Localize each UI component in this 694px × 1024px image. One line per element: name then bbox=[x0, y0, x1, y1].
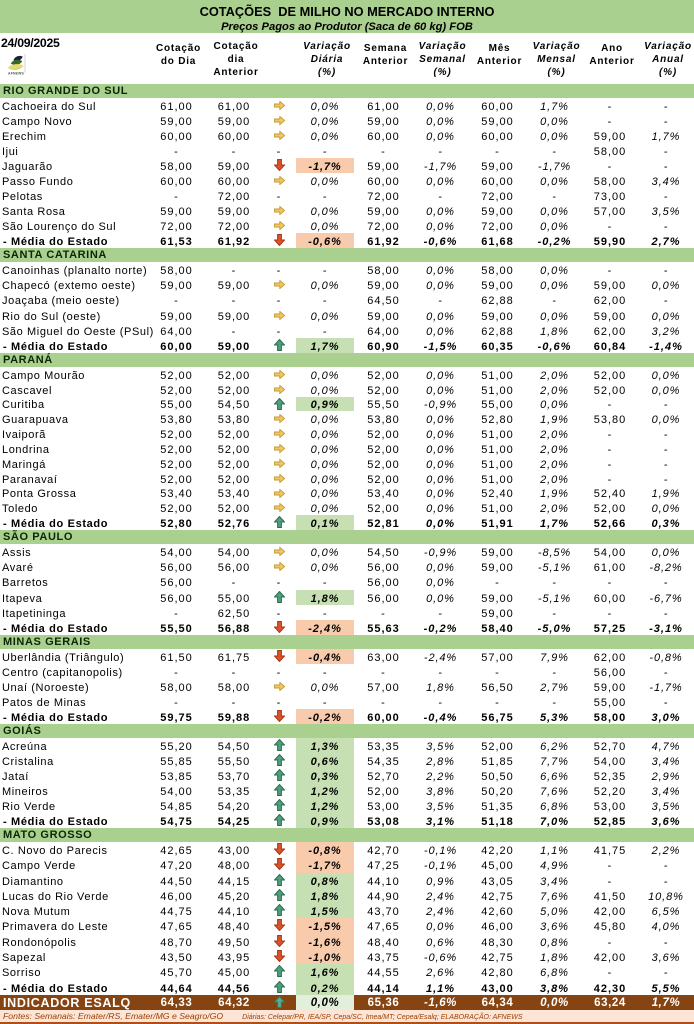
svg-text:AFNEWS: AFNEWS bbox=[8, 72, 24, 76]
